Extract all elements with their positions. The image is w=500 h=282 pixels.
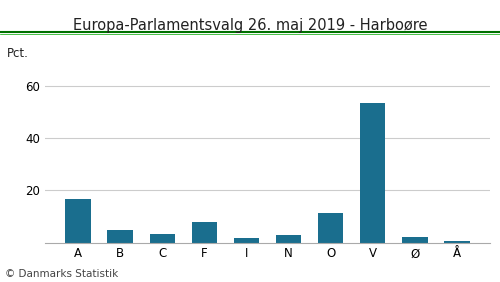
Bar <box>360 103 386 243</box>
Bar <box>318 213 344 243</box>
Bar <box>65 199 90 243</box>
Bar <box>192 222 217 243</box>
Text: Pct.: Pct. <box>7 47 29 60</box>
Text: © Danmarks Statistik: © Danmarks Statistik <box>5 269 118 279</box>
Bar <box>150 234 175 243</box>
Bar <box>108 230 132 243</box>
Bar <box>402 237 427 243</box>
Text: Europa-Parlamentsvalg 26. maj 2019 - Harboøre: Europa-Parlamentsvalg 26. maj 2019 - Har… <box>73 18 427 33</box>
Bar <box>234 238 259 243</box>
Bar <box>276 235 301 243</box>
Bar <box>444 241 470 243</box>
